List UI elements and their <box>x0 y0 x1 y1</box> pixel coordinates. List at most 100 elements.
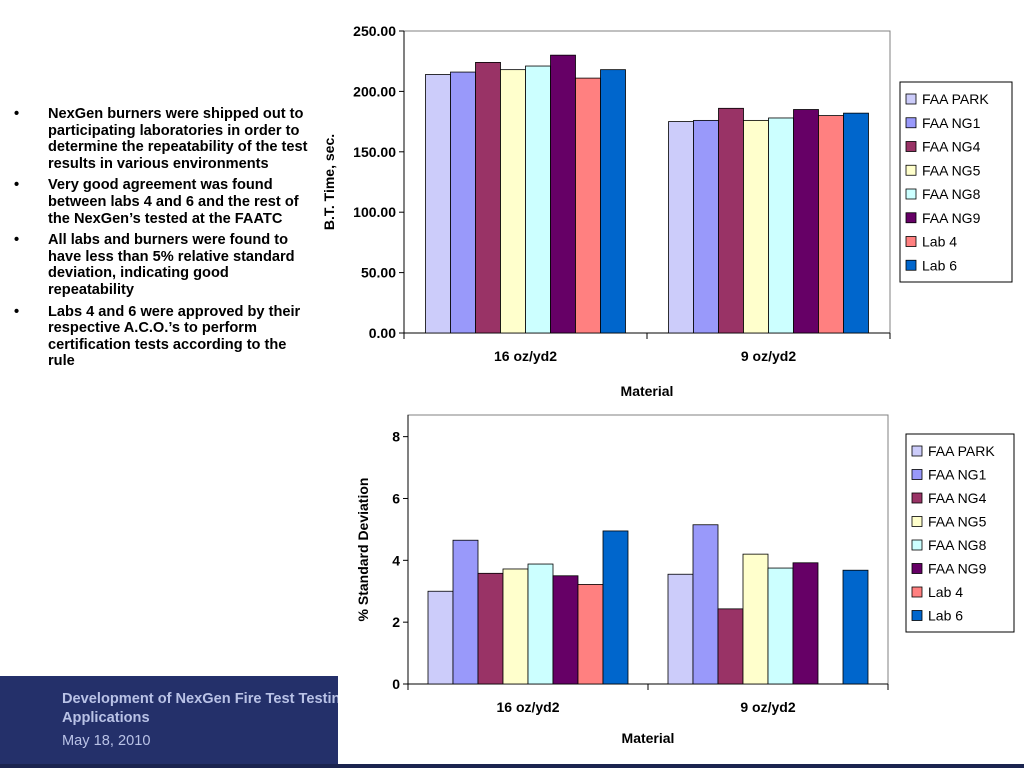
bar <box>692 524 719 685</box>
footer-date: May 18, 2010 <box>62 733 151 749</box>
y-tick-label: 150.00 <box>353 144 396 160</box>
legend-label: FAA NG1 <box>928 467 987 483</box>
legend-label: FAA NG4 <box>922 139 981 155</box>
legend-label: FAA PARK <box>928 443 995 459</box>
bar <box>452 539 479 685</box>
bullet-text: NexGen burners were shipped out to parti… <box>48 106 308 172</box>
legend-label: Lab 4 <box>928 584 963 600</box>
legend-label: FAA NG8 <box>928 537 987 553</box>
legend-swatch <box>911 516 923 527</box>
footer-border <box>0 764 1024 768</box>
legend-swatch <box>911 610 923 621</box>
y-tick-label: 200.00 <box>353 83 396 99</box>
bar <box>842 569 869 685</box>
bar <box>450 71 476 334</box>
bar <box>668 121 694 334</box>
legend-swatch <box>905 188 917 200</box>
bullet-marker: • <box>14 106 20 122</box>
bar <box>602 530 629 685</box>
y-axis-label: B.T. Time, sec. <box>321 134 337 230</box>
legend-label: FAA NG5 <box>928 514 987 530</box>
legend-swatch <box>905 212 917 224</box>
bar <box>550 54 576 334</box>
bar <box>477 572 504 685</box>
legend-swatch <box>911 445 923 457</box>
legend-label: Lab 6 <box>928 608 963 624</box>
legend-swatch <box>905 236 917 247</box>
x-tick-label: 9 oz/yd2 <box>740 699 795 715</box>
y-tick-label: 100.00 <box>353 204 396 220</box>
bar <box>575 77 601 334</box>
bar <box>667 573 694 685</box>
y-axis-label: % Standard Deviation <box>355 478 371 622</box>
legend-swatch <box>905 141 917 152</box>
legend-label: FAA PARK <box>922 91 989 107</box>
legend-swatch <box>911 492 923 504</box>
y-tick-label: 4 <box>392 552 400 568</box>
legend-box <box>905 433 1015 633</box>
legend-label: FAA NG4 <box>928 490 987 506</box>
bar <box>427 590 454 685</box>
bar <box>743 119 769 334</box>
legend-swatch <box>911 539 923 551</box>
bar <box>742 553 769 685</box>
bar <box>500 69 526 334</box>
bullet-marker: • <box>14 303 20 320</box>
bullet-text: Labs 4 and 6 were approved by their resp… <box>48 303 301 370</box>
bar <box>818 115 844 334</box>
y-tick-label: 0 <box>392 676 400 692</box>
bullet-marker: • <box>14 232 20 249</box>
chart-panel-bt-time: 0.00 50.00 100.00 150.00 200.00 250.00 16 oz/y… <box>318 18 1024 408</box>
bar <box>717 608 744 685</box>
x-tick-label: 9 oz/yd2 <box>741 348 796 364</box>
y-tick-label: 8 <box>392 429 400 445</box>
bar <box>792 562 819 685</box>
legend-swatch <box>911 586 923 598</box>
legend-swatch <box>905 259 917 271</box>
bar <box>693 119 719 334</box>
bullet-item: • Very good agreement was found between l… <box>14 177 314 227</box>
y-tick-label: 6 <box>392 490 400 506</box>
x-tick-label: 16 oz/yd2 <box>496 699 559 715</box>
bullet-marker: • <box>14 177 20 194</box>
bar <box>793 109 819 334</box>
legend-label: FAA NG5 <box>922 162 981 178</box>
bullet-text: All labs and burners were found to have … <box>48 232 295 298</box>
legend-swatch <box>905 164 917 176</box>
legend-swatch <box>905 93 917 105</box>
legend-label: Lab 4 <box>922 234 957 250</box>
x-axis-label: Material <box>622 730 675 746</box>
bullet-item: • Labs 4 and 6 were approved by their res… <box>14 304 314 370</box>
bar <box>600 69 626 334</box>
bar <box>525 65 551 334</box>
bar <box>552 575 579 685</box>
legend-swatch <box>905 117 917 129</box>
legend-swatch <box>911 469 923 480</box>
bt-time-chart: 0.00 50.00 100.00 150.00 200.00 250.00 16 oz/y… <box>321 23 1013 399</box>
legend-box <box>899 81 1013 283</box>
bullet-list: • NexGen burners were shipped out to part… <box>14 106 314 375</box>
bullet-item: • All labs and burners were found to have… <box>14 232 314 298</box>
bullet-item: • NexGen burners were shipped out to part… <box>14 106 314 172</box>
y-tick-label: 50.00 <box>361 265 396 281</box>
bar <box>502 568 529 685</box>
legend-label: FAA NG9 <box>922 210 981 226</box>
bar <box>767 567 794 685</box>
legend-label: FAA NG8 <box>922 186 981 202</box>
x-axis-label: Material <box>621 383 674 399</box>
bar <box>475 62 501 334</box>
bar <box>768 117 794 334</box>
legend-label: FAA NG1 <box>922 115 981 131</box>
bar <box>577 584 604 685</box>
legend-label: Lab 6 <box>922 257 957 273</box>
legend-swatch <box>911 563 923 574</box>
legend-label: FAA NG9 <box>928 561 987 577</box>
y-tick-label: 0.00 <box>369 325 396 341</box>
x-tick-label: 16 oz/yd2 <box>494 348 557 364</box>
y-tick-label: 250.00 <box>353 23 396 39</box>
bar <box>527 563 554 685</box>
bar <box>843 112 869 334</box>
chart-panel-std-dev: 0 2 4 6 8 16 oz/yd2 9 oz/yd2 Material % Standard… <box>338 412 1024 764</box>
std-dev-chart: 0 2 4 6 8 16 oz/yd2 9 oz/yd2 Material % Standard… <box>355 414 1015 746</box>
bar <box>718 107 744 334</box>
